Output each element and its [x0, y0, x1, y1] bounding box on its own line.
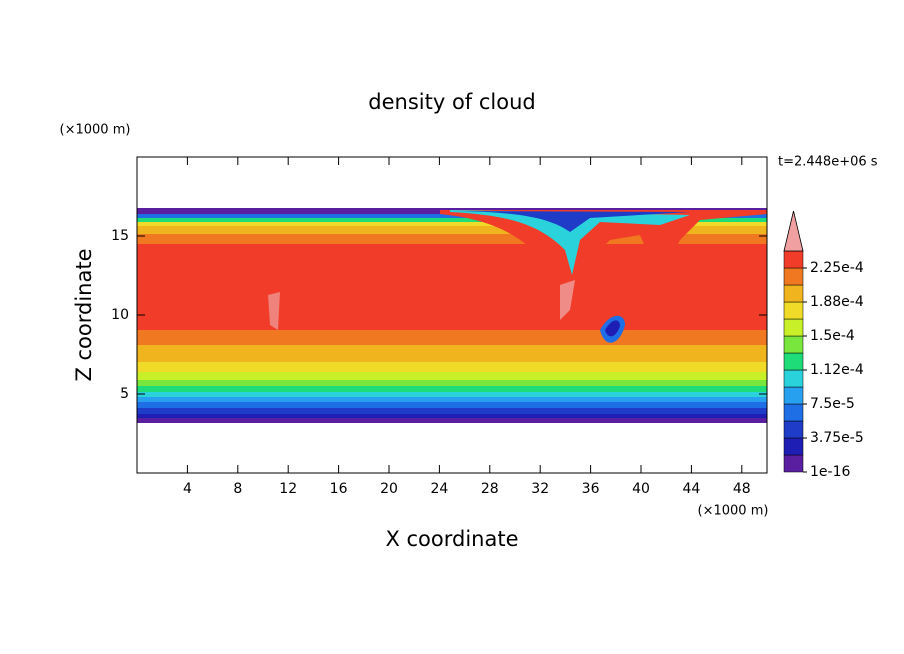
contour-band	[165, 222, 767, 226]
contour-band	[137, 208, 167, 214]
colorbar-tick-label: 2.25e-4	[810, 260, 864, 276]
contour-feature	[440, 210, 767, 300]
colorbar-tick-label: 1.12e-4	[810, 362, 864, 378]
x-tick-label: 8	[233, 481, 242, 497]
contour-band	[137, 234, 167, 244]
colorbar-tick-label: 1.5e-4	[810, 328, 855, 344]
contour-band	[165, 392, 767, 397]
colorbar-band	[783, 437, 804, 456]
contour-band	[137, 372, 167, 380]
colorbar-band	[783, 318, 804, 337]
colorbar-band	[783, 301, 804, 320]
colorbar-tick-label: 7.5e-5	[810, 396, 855, 412]
contour-feature	[560, 280, 575, 320]
contour-band	[137, 397, 167, 402]
colorbar-band	[783, 403, 804, 422]
x-tick-label: 24	[430, 481, 448, 497]
x-tick-label: 36	[582, 481, 600, 497]
y-unit: (×1000 m)	[60, 123, 131, 138]
contour-feature	[605, 320, 620, 337]
x-tick-label: 16	[330, 481, 348, 497]
contour-band	[137, 414, 167, 418]
colorbar-tick-label: 1.88e-4	[810, 294, 864, 310]
colorbar-band	[783, 454, 804, 473]
colorbar-tick-label: 1e-16	[810, 464, 850, 480]
contour-band	[137, 362, 167, 372]
contour-band	[165, 380, 767, 386]
x-tick-label: 48	[733, 481, 751, 497]
colorbar-band	[783, 284, 804, 303]
chart-title: density of cloud	[368, 90, 535, 114]
x-tick-label: 44	[682, 481, 700, 497]
colorbar-tick-label: 3.75e-5	[810, 430, 864, 446]
contour-band	[137, 380, 167, 386]
contour-band	[137, 214, 167, 218]
contour-band	[165, 244, 767, 330]
colorbar-extend	[783, 210, 804, 252]
contour-band	[165, 218, 767, 222]
contour-band	[137, 244, 167, 330]
x-unit: (×1000 m)	[698, 504, 769, 519]
x-tick-label: 4	[183, 481, 192, 497]
contour-band	[137, 402, 167, 408]
contour-band	[165, 362, 767, 372]
contour-band	[137, 392, 167, 397]
colorbar-band	[783, 335, 804, 354]
contour-band	[137, 408, 167, 414]
x-tick-label: 40	[632, 481, 650, 497]
contour-band	[165, 386, 767, 392]
colorbar-band	[783, 369, 804, 388]
colorbar-band	[783, 386, 804, 405]
contour-band	[137, 345, 167, 362]
y-tick-label: 10	[111, 307, 129, 323]
contour-band	[165, 372, 767, 380]
contour-band	[137, 330, 167, 345]
contour-band	[165, 397, 767, 402]
contour-band	[137, 418, 167, 423]
contour-feature	[268, 292, 280, 330]
contour-band	[165, 418, 767, 423]
contour-band	[165, 402, 767, 408]
time-label: t=2.448e+06 s	[778, 155, 878, 170]
contour-feature	[455, 211, 690, 232]
x-tick-label: 12	[279, 481, 297, 497]
colorbar-band	[783, 250, 804, 269]
y-tick-label: 5	[120, 386, 129, 402]
contour-field	[137, 208, 767, 423]
colorbar-band	[783, 420, 804, 439]
contour-band	[165, 234, 767, 244]
colorbar-band	[783, 267, 804, 286]
colorbar-band	[783, 352, 804, 371]
contour-band	[137, 222, 167, 226]
contour-band	[165, 345, 767, 362]
x-tick-label: 20	[380, 481, 398, 497]
contour-feature	[450, 210, 690, 275]
contour-band	[165, 414, 767, 418]
contour-band	[137, 386, 167, 392]
y-axis-label: Z coordinate	[72, 248, 96, 381]
x-tick-label: 32	[531, 481, 549, 497]
contour-band	[165, 330, 767, 345]
contour-band	[137, 226, 167, 234]
x-tick-label: 28	[481, 481, 499, 497]
x-axis-label: X coordinate	[385, 527, 518, 551]
y-tick-label: 15	[111, 228, 129, 244]
contour-band	[165, 226, 767, 234]
contour-band	[137, 218, 167, 222]
contour-band	[165, 408, 767, 414]
